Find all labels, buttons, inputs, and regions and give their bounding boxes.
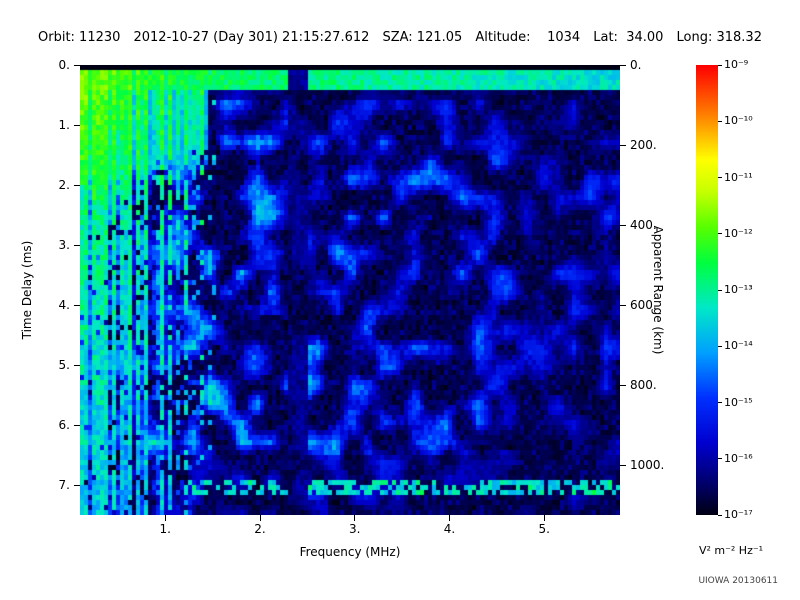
y-tick-label: 2. (58, 178, 70, 192)
colorbar-tick-label: 10⁻¹³ (724, 283, 753, 296)
range-tick-mark (620, 144, 626, 146)
y-axis-title-left: Time Delay (ms) (20, 240, 34, 340)
range-tick-label: 200. (630, 138, 657, 152)
colorbar-canvas (696, 65, 718, 515)
header-latitude: Lat: 34.00 (593, 30, 664, 45)
colorbar-tick-mark (718, 64, 722, 66)
colorbar-tick-mark (718, 120, 722, 122)
watermark: UIOWA 20130611 (698, 576, 778, 586)
header-orbit: Orbit: 11230 (38, 30, 121, 45)
colorbar-tick-label: 10⁻¹⁵ (724, 395, 753, 409)
colorbar-tick-label: 10⁻⁹ (724, 58, 749, 71)
header-altitude: Altitude: 1034 (475, 30, 581, 45)
range-tick-label: 800. (630, 378, 657, 392)
y-axis-title-right: Apparent Range (km) (651, 225, 665, 355)
x-tick-label: 2. (254, 522, 266, 536)
header-longitude: Long: 318.32 (676, 30, 762, 45)
colorbar-tick-label: 10⁻¹⁴ (724, 339, 753, 353)
range-tick-mark (620, 464, 626, 466)
y-tick-label: 1. (58, 118, 70, 132)
y-tick-label: 3. (58, 238, 70, 252)
range-tick-mark (620, 304, 626, 306)
colorbar-tick-label: 10⁻¹² (724, 226, 753, 240)
y-tick-label: 7. (58, 478, 70, 492)
colorbar-tick-mark (718, 345, 722, 347)
x-tick-mark (259, 515, 261, 521)
x-axis-title: Frequency (MHz) (299, 545, 401, 559)
x-tick-label: 5. (538, 522, 550, 536)
x-tick-label: 4. (443, 522, 456, 536)
header-sza: SZA: 121.05 (382, 30, 463, 45)
colorbar-tick-mark (718, 402, 722, 403)
spectrogram-canvas (80, 65, 620, 515)
colorbar-tick-label: 10⁻¹⁶ (724, 451, 753, 465)
x-tick-mark (448, 515, 450, 521)
x-tick-mark (354, 515, 356, 521)
range-tick-mark (620, 384, 626, 386)
header-datetime: 2012-10-27 (Day 301) 21:15:27.612 (133, 30, 370, 45)
range-tick-mark (620, 64, 626, 66)
colorbar-tick-label: 10⁻¹⁷ (724, 508, 753, 521)
colorbar-tick-mark (718, 458, 722, 460)
range-tick-label: 0. (630, 58, 642, 72)
x-tick-mark (164, 515, 166, 521)
range-tick-label: 1000. (630, 458, 665, 472)
colorbar-tick-mark (718, 289, 722, 291)
colorbar-tick-label: 10⁻¹⁰ (724, 114, 753, 128)
x-tick-label: 3. (349, 522, 361, 536)
y-tick-label: 0. (58, 58, 70, 72)
colorbar-tick-mark (718, 177, 722, 178)
colorbar-units: V² m⁻² Hz⁻¹ (698, 544, 764, 557)
y-tick-label: 4. (58, 298, 70, 312)
x-tick-mark (543, 515, 545, 521)
header-info-bar: Orbit: 11230 2012-10-27 (Day 301) 21:15:… (38, 30, 762, 45)
y-tick-label: 6. (58, 418, 70, 432)
colorbar-tick-mark (718, 233, 722, 235)
x-tick-label: 1. (159, 522, 171, 536)
colorbar-tick-label: 10⁻¹¹ (724, 170, 753, 184)
colorbar-tick-mark (718, 514, 722, 516)
y-tick-label: 5. (58, 358, 70, 372)
range-tick-mark (620, 224, 626, 226)
